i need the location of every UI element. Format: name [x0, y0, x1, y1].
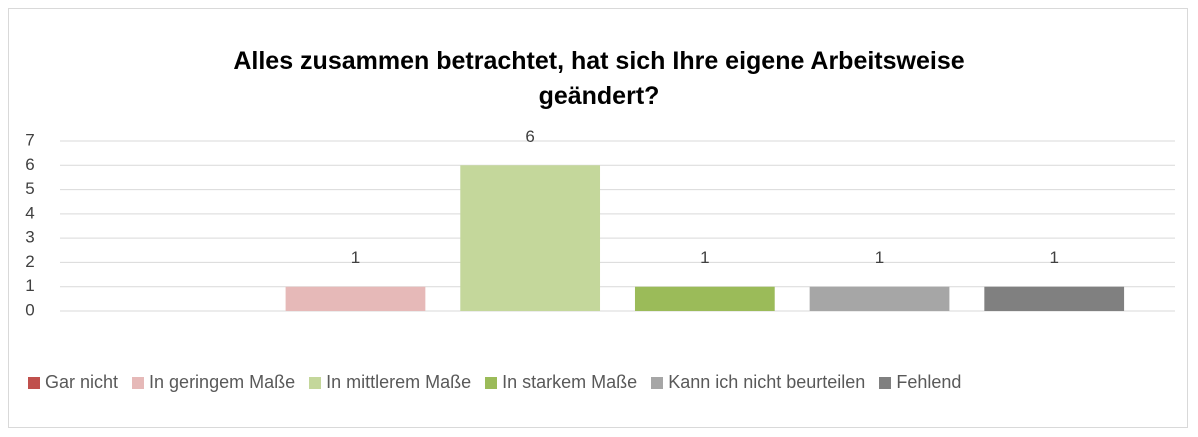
- legend-label: In mittlerem Maße: [326, 372, 472, 392]
- legend-swatch: [28, 376, 40, 389]
- y-tick-label: 0: [25, 300, 34, 319]
- bar: [809, 286, 950, 311]
- y-tick-label: 4: [25, 203, 34, 222]
- y-tick-label: 7: [25, 130, 34, 149]
- bar: [984, 286, 1125, 311]
- bar: [634, 286, 775, 311]
- legend-label: In geringem Maße: [149, 372, 296, 392]
- y-tick-label: 3: [25, 228, 34, 247]
- legend-label: Kann ich nicht beurteilen: [668, 372, 866, 392]
- legend-label: In starkem Maße: [502, 372, 638, 392]
- data-label: 1: [1049, 248, 1058, 267]
- legend-swatch: [309, 376, 322, 389]
- data-label: 1: [351, 248, 360, 267]
- legend-label: Fehlend: [896, 372, 962, 392]
- y-tick-label: 1: [25, 276, 34, 295]
- data-label: 6: [525, 127, 534, 146]
- chart-frame: [8, 8, 1188, 428]
- legend-item: In geringem Maße: [132, 372, 295, 393]
- legend: Gar nicht In geringem Maße In mittlerem Ma…: [28, 372, 961, 393]
- data-label: 1: [700, 248, 709, 267]
- legend-label: Gar nicht: [45, 372, 119, 392]
- legend-swatch: [132, 376, 145, 389]
- y-tick-label: 6: [25, 155, 34, 174]
- legend-swatch: [651, 376, 664, 389]
- legend-item: Gar nicht: [28, 372, 118, 393]
- legend-item: Kann ich nicht beurteilen: [651, 372, 865, 393]
- data-label: 1: [875, 248, 884, 267]
- legend-item: In mittlerem Maße: [309, 372, 471, 393]
- y-tick-label: 5: [25, 179, 34, 198]
- bar: [460, 165, 601, 311]
- legend-item: Fehlend: [879, 372, 961, 393]
- legend-item: In starkem Maße: [485, 372, 637, 393]
- chart-title: Alles zusammen betrachtet, hat sich Ihre…: [233, 47, 965, 110]
- y-tick-label: 2: [25, 252, 34, 271]
- legend-swatch: [485, 376, 498, 389]
- bar: [285, 286, 426, 311]
- legend-swatch: [879, 376, 892, 389]
